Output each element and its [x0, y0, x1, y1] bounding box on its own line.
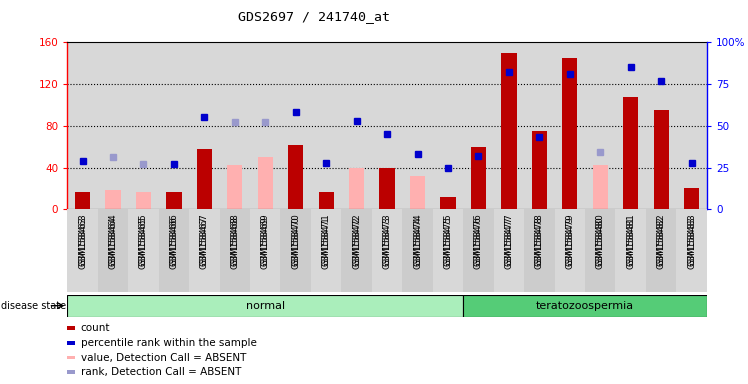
- Text: GSM158469: GSM158469: [261, 216, 270, 268]
- Text: GSM158467: GSM158467: [200, 216, 209, 269]
- Text: GSM158479: GSM158479: [565, 214, 574, 266]
- Text: GSM158463: GSM158463: [78, 214, 87, 266]
- Text: GSM158478: GSM158478: [535, 214, 544, 266]
- Text: teratozoospermia: teratozoospermia: [536, 301, 634, 311]
- Bar: [501, 53, 517, 209]
- Text: GSM158471: GSM158471: [322, 216, 331, 269]
- Text: GSM158476: GSM158476: [474, 216, 483, 269]
- Bar: [250, 209, 280, 292]
- Text: GSM158478: GSM158478: [535, 216, 544, 269]
- Text: GSM158475: GSM158475: [444, 216, 453, 269]
- Text: GSM158466: GSM158466: [169, 216, 179, 269]
- Bar: [189, 209, 220, 292]
- Text: GSM158463: GSM158463: [78, 216, 87, 269]
- Bar: [311, 209, 341, 292]
- Text: GSM158473: GSM158473: [382, 216, 392, 269]
- Bar: [532, 131, 547, 209]
- Text: GSM158464: GSM158464: [108, 216, 117, 269]
- Bar: [67, 295, 463, 317]
- Bar: [463, 295, 707, 317]
- Bar: [349, 167, 364, 209]
- Text: percentile rank within the sample: percentile rank within the sample: [81, 338, 257, 348]
- Bar: [136, 192, 151, 209]
- Bar: [288, 144, 304, 209]
- Text: GSM158467: GSM158467: [200, 214, 209, 266]
- Bar: [524, 209, 554, 292]
- Bar: [494, 209, 524, 292]
- Bar: [402, 209, 433, 292]
- Bar: [372, 209, 402, 292]
- Bar: [646, 209, 676, 292]
- Bar: [280, 209, 311, 292]
- Bar: [227, 166, 242, 209]
- Bar: [197, 149, 212, 209]
- Bar: [463, 209, 494, 292]
- Text: value, Detection Call = ABSENT: value, Detection Call = ABSENT: [81, 353, 246, 362]
- Bar: [220, 209, 250, 292]
- Text: GDS2697 / 241740_at: GDS2697 / 241740_at: [238, 10, 390, 23]
- Text: GSM158470: GSM158470: [291, 216, 300, 269]
- Text: GSM158482: GSM158482: [657, 216, 666, 269]
- Bar: [470, 147, 486, 209]
- Text: GSM158473: GSM158473: [382, 214, 392, 266]
- Text: count: count: [81, 323, 110, 333]
- Bar: [433, 209, 463, 292]
- Bar: [684, 189, 699, 209]
- Bar: [623, 96, 638, 209]
- Bar: [616, 209, 646, 292]
- Text: rank, Detection Call = ABSENT: rank, Detection Call = ABSENT: [81, 367, 241, 377]
- Bar: [554, 209, 585, 292]
- Text: GSM158480: GSM158480: [595, 216, 605, 269]
- Text: GSM158468: GSM158468: [230, 216, 239, 269]
- Text: GSM158472: GSM158472: [352, 214, 361, 266]
- Bar: [98, 209, 128, 292]
- Text: GSM158474: GSM158474: [413, 214, 422, 266]
- Bar: [105, 190, 120, 209]
- Bar: [341, 209, 372, 292]
- Text: GSM158470: GSM158470: [291, 214, 300, 266]
- Text: GSM158475: GSM158475: [444, 214, 453, 266]
- Text: GSM158474: GSM158474: [413, 216, 422, 269]
- Text: GSM158471: GSM158471: [322, 214, 331, 266]
- Text: disease state: disease state: [1, 301, 67, 311]
- Text: GSM158477: GSM158477: [504, 216, 513, 269]
- Bar: [592, 166, 608, 209]
- Text: GSM158466: GSM158466: [169, 214, 179, 266]
- Text: GSM158477: GSM158477: [504, 214, 513, 266]
- Bar: [166, 192, 182, 209]
- Bar: [379, 167, 395, 209]
- Text: GSM158479: GSM158479: [565, 216, 574, 268]
- Bar: [257, 157, 273, 209]
- Text: GSM158483: GSM158483: [687, 216, 696, 269]
- Bar: [676, 209, 707, 292]
- Text: normal: normal: [245, 301, 285, 311]
- Bar: [67, 209, 98, 292]
- Text: GSM158476: GSM158476: [474, 214, 483, 266]
- Bar: [562, 58, 577, 209]
- Bar: [128, 209, 159, 292]
- Text: GSM158481: GSM158481: [626, 216, 635, 269]
- Text: GSM158472: GSM158472: [352, 216, 361, 269]
- Bar: [75, 192, 91, 209]
- Text: GSM158465: GSM158465: [139, 216, 148, 269]
- Text: GSM158482: GSM158482: [657, 214, 666, 266]
- Bar: [159, 209, 189, 292]
- Text: GSM158483: GSM158483: [687, 214, 696, 266]
- Bar: [585, 209, 616, 292]
- Bar: [410, 176, 425, 209]
- Bar: [441, 197, 456, 209]
- Text: GSM158468: GSM158468: [230, 214, 239, 266]
- Text: GSM158464: GSM158464: [108, 214, 117, 266]
- Bar: [654, 110, 669, 209]
- Text: GSM158469: GSM158469: [261, 214, 270, 266]
- Bar: [319, 192, 334, 209]
- Text: GSM158465: GSM158465: [139, 214, 148, 266]
- Text: GSM158480: GSM158480: [595, 214, 605, 266]
- Text: GSM158481: GSM158481: [626, 214, 635, 266]
